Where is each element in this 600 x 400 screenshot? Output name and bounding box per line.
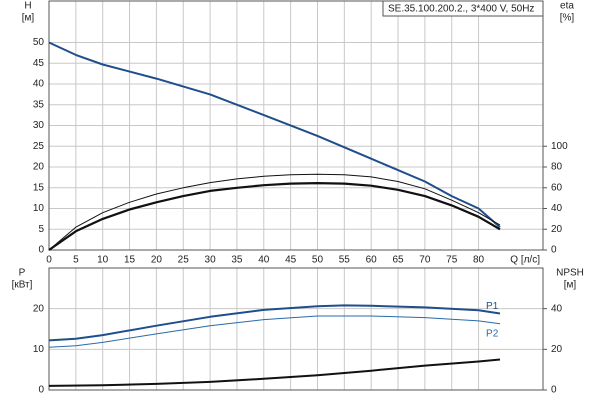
y2-tick-label: 0 [551,385,557,396]
plot-frame [48,0,544,251]
x-tick-label: 65 [392,255,404,266]
x-tick-label: 70 [419,255,431,266]
curve [48,315,501,348]
y2-axis-label: [%] [560,13,575,24]
y-axis-label: H [24,1,31,12]
curve [48,358,501,387]
y-tick-label: 30 [33,120,45,131]
x-tick-label: 45 [285,255,297,266]
plot-frame [48,267,544,391]
y2-tick-label: 20 [551,224,563,235]
y-axis-label: [кВт] [12,280,33,291]
y-tick-label: 35 [33,99,45,110]
x-tick-label: 75 [446,255,458,266]
y-tick-label: 40 [33,79,45,90]
x-tick-label: 25 [178,255,190,266]
x-tick-label: 80 [473,255,485,266]
series-label: P2 [486,328,499,339]
x-tick-label: 60 [366,255,378,266]
curve [48,41,501,228]
y-tick-label: 5 [38,224,44,235]
curve [48,304,501,342]
y2-axis-label: [м] [564,280,577,291]
y-tick-label: 10 [33,344,45,355]
x-tick-label: 30 [205,255,217,266]
y-tick-label: 20 [33,162,45,173]
y2-tick-label: 80 [551,162,563,173]
x-tick-label: 5 [73,255,79,266]
y2-tick-label: 100 [551,141,568,152]
y-tick-label: 0 [38,385,44,396]
y2-tick-label: 0 [551,245,557,256]
y2-tick-label: 20 [551,344,563,355]
curve [48,173,501,251]
y-tick-label: 25 [33,141,45,152]
chart-title: SE.35.100.200.2., 3*400 V, 50Hz [388,4,534,15]
y2-tick-label: 60 [551,182,563,193]
x-axis-label: Q [л/с] [510,255,540,266]
x-tick-label: 50 [312,255,324,266]
y2-tick-label: 40 [551,303,563,314]
y-tick-label: 45 [33,58,45,69]
x-tick-label: 35 [231,255,243,266]
x-tick-label: 20 [151,255,163,266]
y2-axis-label: eta [560,1,574,12]
title-box [382,0,544,17]
y2-axis-label: NPSH [556,268,584,279]
x-tick-label: 0 [46,255,52,266]
x-tick-label: 10 [97,255,109,266]
y-tick-label: 0 [38,245,44,256]
x-tick-label: 15 [124,255,136,266]
y-tick-label: 15 [33,182,45,193]
y2-tick-label: 40 [551,203,563,214]
y-axis-label: [м] [22,13,35,24]
x-tick-label: 40 [258,255,270,266]
y-axis-label: P [19,268,26,279]
y-tick-label: 20 [33,303,45,314]
y-tick-label: 10 [33,203,45,214]
y-tick-label: 50 [33,37,45,48]
x-tick-label: 55 [339,255,351,266]
series-label: P1 [486,301,499,312]
curve [48,182,501,251]
